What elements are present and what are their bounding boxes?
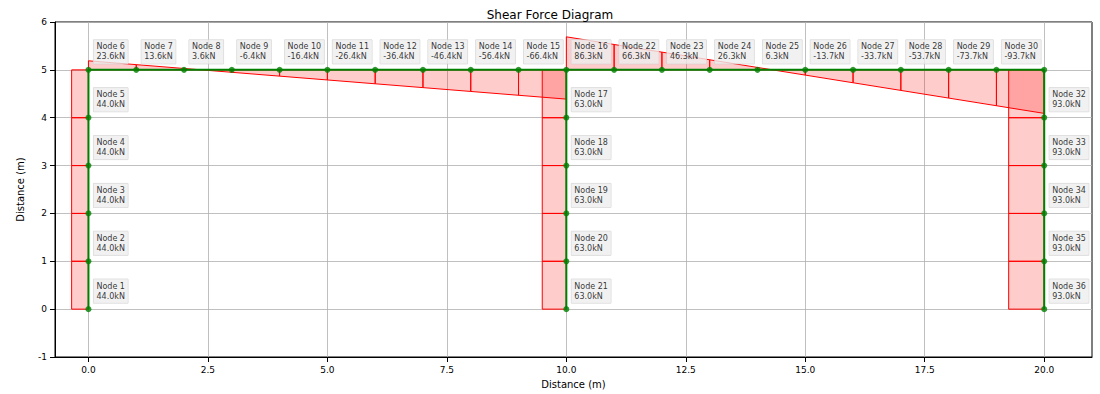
svg-text:44.0kN: 44.0kN bbox=[96, 244, 124, 253]
svg-text:Node 35: Node 35 bbox=[1052, 234, 1086, 243]
svg-text:2.5: 2.5 bbox=[201, 365, 215, 375]
svg-text:Node 29: Node 29 bbox=[957, 42, 991, 51]
svg-text:63.0kN: 63.0kN bbox=[574, 244, 602, 253]
svg-text:Node 13: Node 13 bbox=[431, 42, 465, 51]
svg-text:Distance (m): Distance (m) bbox=[541, 379, 606, 390]
svg-text:93.0kN: 93.0kN bbox=[1052, 292, 1080, 301]
svg-text:6: 6 bbox=[41, 17, 47, 27]
svg-text:Node 33: Node 33 bbox=[1052, 138, 1086, 147]
svg-text:66.3kN: 66.3kN bbox=[622, 52, 650, 61]
svg-text:Node 25: Node 25 bbox=[765, 42, 799, 51]
svg-text:17.5: 17.5 bbox=[915, 365, 935, 375]
svg-text:Node 24: Node 24 bbox=[718, 42, 752, 51]
svg-text:15.0: 15.0 bbox=[795, 365, 815, 375]
svg-text:Node 19: Node 19 bbox=[574, 186, 608, 195]
svg-text:46.3kN: 46.3kN bbox=[670, 52, 698, 61]
svg-text:Node 11: Node 11 bbox=[335, 42, 369, 51]
svg-text:12.5: 12.5 bbox=[676, 365, 696, 375]
svg-text:-6.4kN: -6.4kN bbox=[240, 52, 266, 61]
svg-text:Node 1: Node 1 bbox=[96, 282, 125, 291]
svg-text:-26.4kN: -26.4kN bbox=[335, 52, 366, 61]
svg-text:Node 32: Node 32 bbox=[1052, 90, 1086, 99]
svg-text:Node 8: Node 8 bbox=[192, 42, 221, 51]
svg-text:-33.7kN: -33.7kN bbox=[861, 52, 892, 61]
svg-text:Node 14: Node 14 bbox=[479, 42, 513, 51]
svg-text:93.0kN: 93.0kN bbox=[1052, 100, 1080, 109]
svg-text:Node 23: Node 23 bbox=[670, 42, 704, 51]
svg-text:Node 5: Node 5 bbox=[96, 90, 125, 99]
svg-text:3.6kN: 3.6kN bbox=[192, 52, 215, 61]
svg-text:93.0kN: 93.0kN bbox=[1052, 148, 1080, 157]
svg-text:86.3kN: 86.3kN bbox=[574, 52, 602, 61]
svg-text:-73.7kN: -73.7kN bbox=[957, 52, 988, 61]
svg-text:Node 20: Node 20 bbox=[574, 234, 608, 243]
svg-text:Node 2: Node 2 bbox=[96, 234, 125, 243]
svg-text:Node 6: Node 6 bbox=[96, 42, 125, 51]
svg-text:-16.4kN: -16.4kN bbox=[288, 52, 319, 61]
svg-text:0: 0 bbox=[41, 304, 47, 314]
svg-text:63.0kN: 63.0kN bbox=[574, 148, 602, 157]
svg-text:44.0kN: 44.0kN bbox=[96, 100, 124, 109]
svg-text:44.0kN: 44.0kN bbox=[96, 196, 124, 205]
svg-text:13.6kN: 13.6kN bbox=[144, 52, 172, 61]
svg-text:Shear Force Diagram: Shear Force Diagram bbox=[487, 8, 614, 22]
svg-text:3: 3 bbox=[41, 161, 47, 171]
svg-text:Node 26: Node 26 bbox=[813, 42, 847, 51]
svg-text:2: 2 bbox=[41, 208, 47, 218]
svg-text:0.0: 0.0 bbox=[81, 365, 96, 375]
svg-text:-13.7kN: -13.7kN bbox=[813, 52, 844, 61]
svg-text:6.3kN: 6.3kN bbox=[765, 52, 788, 61]
svg-text:93.0kN: 93.0kN bbox=[1052, 244, 1080, 253]
svg-text:44.0kN: 44.0kN bbox=[96, 148, 124, 157]
svg-text:Node 16: Node 16 bbox=[574, 42, 608, 51]
svg-text:26.3kN: 26.3kN bbox=[718, 52, 746, 61]
svg-text:Distance (m): Distance (m) bbox=[15, 157, 26, 222]
svg-text:7.5: 7.5 bbox=[440, 365, 454, 375]
svg-text:Node 30: Node 30 bbox=[1004, 42, 1038, 51]
svg-text:-53.7kN: -53.7kN bbox=[909, 52, 940, 61]
svg-text:Node 15: Node 15 bbox=[527, 42, 561, 51]
svg-text:Node 3: Node 3 bbox=[96, 186, 125, 195]
svg-text:Node 27: Node 27 bbox=[861, 42, 895, 51]
svg-text:-93.7kN: -93.7kN bbox=[1004, 52, 1035, 61]
svg-text:-66.4kN: -66.4kN bbox=[527, 52, 558, 61]
svg-text:23.6kN: 23.6kN bbox=[96, 52, 124, 61]
svg-text:20.0: 20.0 bbox=[1034, 365, 1054, 375]
svg-text:10.0: 10.0 bbox=[556, 365, 576, 375]
svg-text:Node 22: Node 22 bbox=[622, 42, 656, 51]
svg-text:-56.4kN: -56.4kN bbox=[479, 52, 510, 61]
svg-text:-1: -1 bbox=[38, 352, 47, 362]
svg-text:Node 17: Node 17 bbox=[574, 90, 608, 99]
svg-text:5.0: 5.0 bbox=[320, 365, 335, 375]
svg-text:Node 36: Node 36 bbox=[1052, 282, 1086, 291]
svg-text:Node 21: Node 21 bbox=[574, 282, 608, 291]
svg-text:-46.4kN: -46.4kN bbox=[431, 52, 462, 61]
svg-text:Node 28: Node 28 bbox=[909, 42, 943, 51]
svg-text:Node 18: Node 18 bbox=[574, 138, 608, 147]
svg-text:44.0kN: 44.0kN bbox=[96, 292, 124, 301]
svg-text:4: 4 bbox=[41, 113, 47, 123]
svg-text:-36.4kN: -36.4kN bbox=[383, 52, 414, 61]
svg-text:Node 12: Node 12 bbox=[383, 42, 417, 51]
svg-text:63.0kN: 63.0kN bbox=[574, 292, 602, 301]
svg-text:Node 4: Node 4 bbox=[96, 138, 125, 147]
svg-text:Node 7: Node 7 bbox=[144, 42, 173, 51]
svg-text:Node 34: Node 34 bbox=[1052, 186, 1086, 195]
svg-text:1: 1 bbox=[41, 256, 47, 266]
svg-text:63.0kN: 63.0kN bbox=[574, 196, 602, 205]
svg-text:63.0kN: 63.0kN bbox=[574, 100, 602, 109]
svg-text:93.0kN: 93.0kN bbox=[1052, 196, 1080, 205]
svg-text:Node 10: Node 10 bbox=[288, 42, 322, 51]
svg-text:Node 9: Node 9 bbox=[240, 42, 269, 51]
svg-text:5: 5 bbox=[41, 65, 47, 75]
